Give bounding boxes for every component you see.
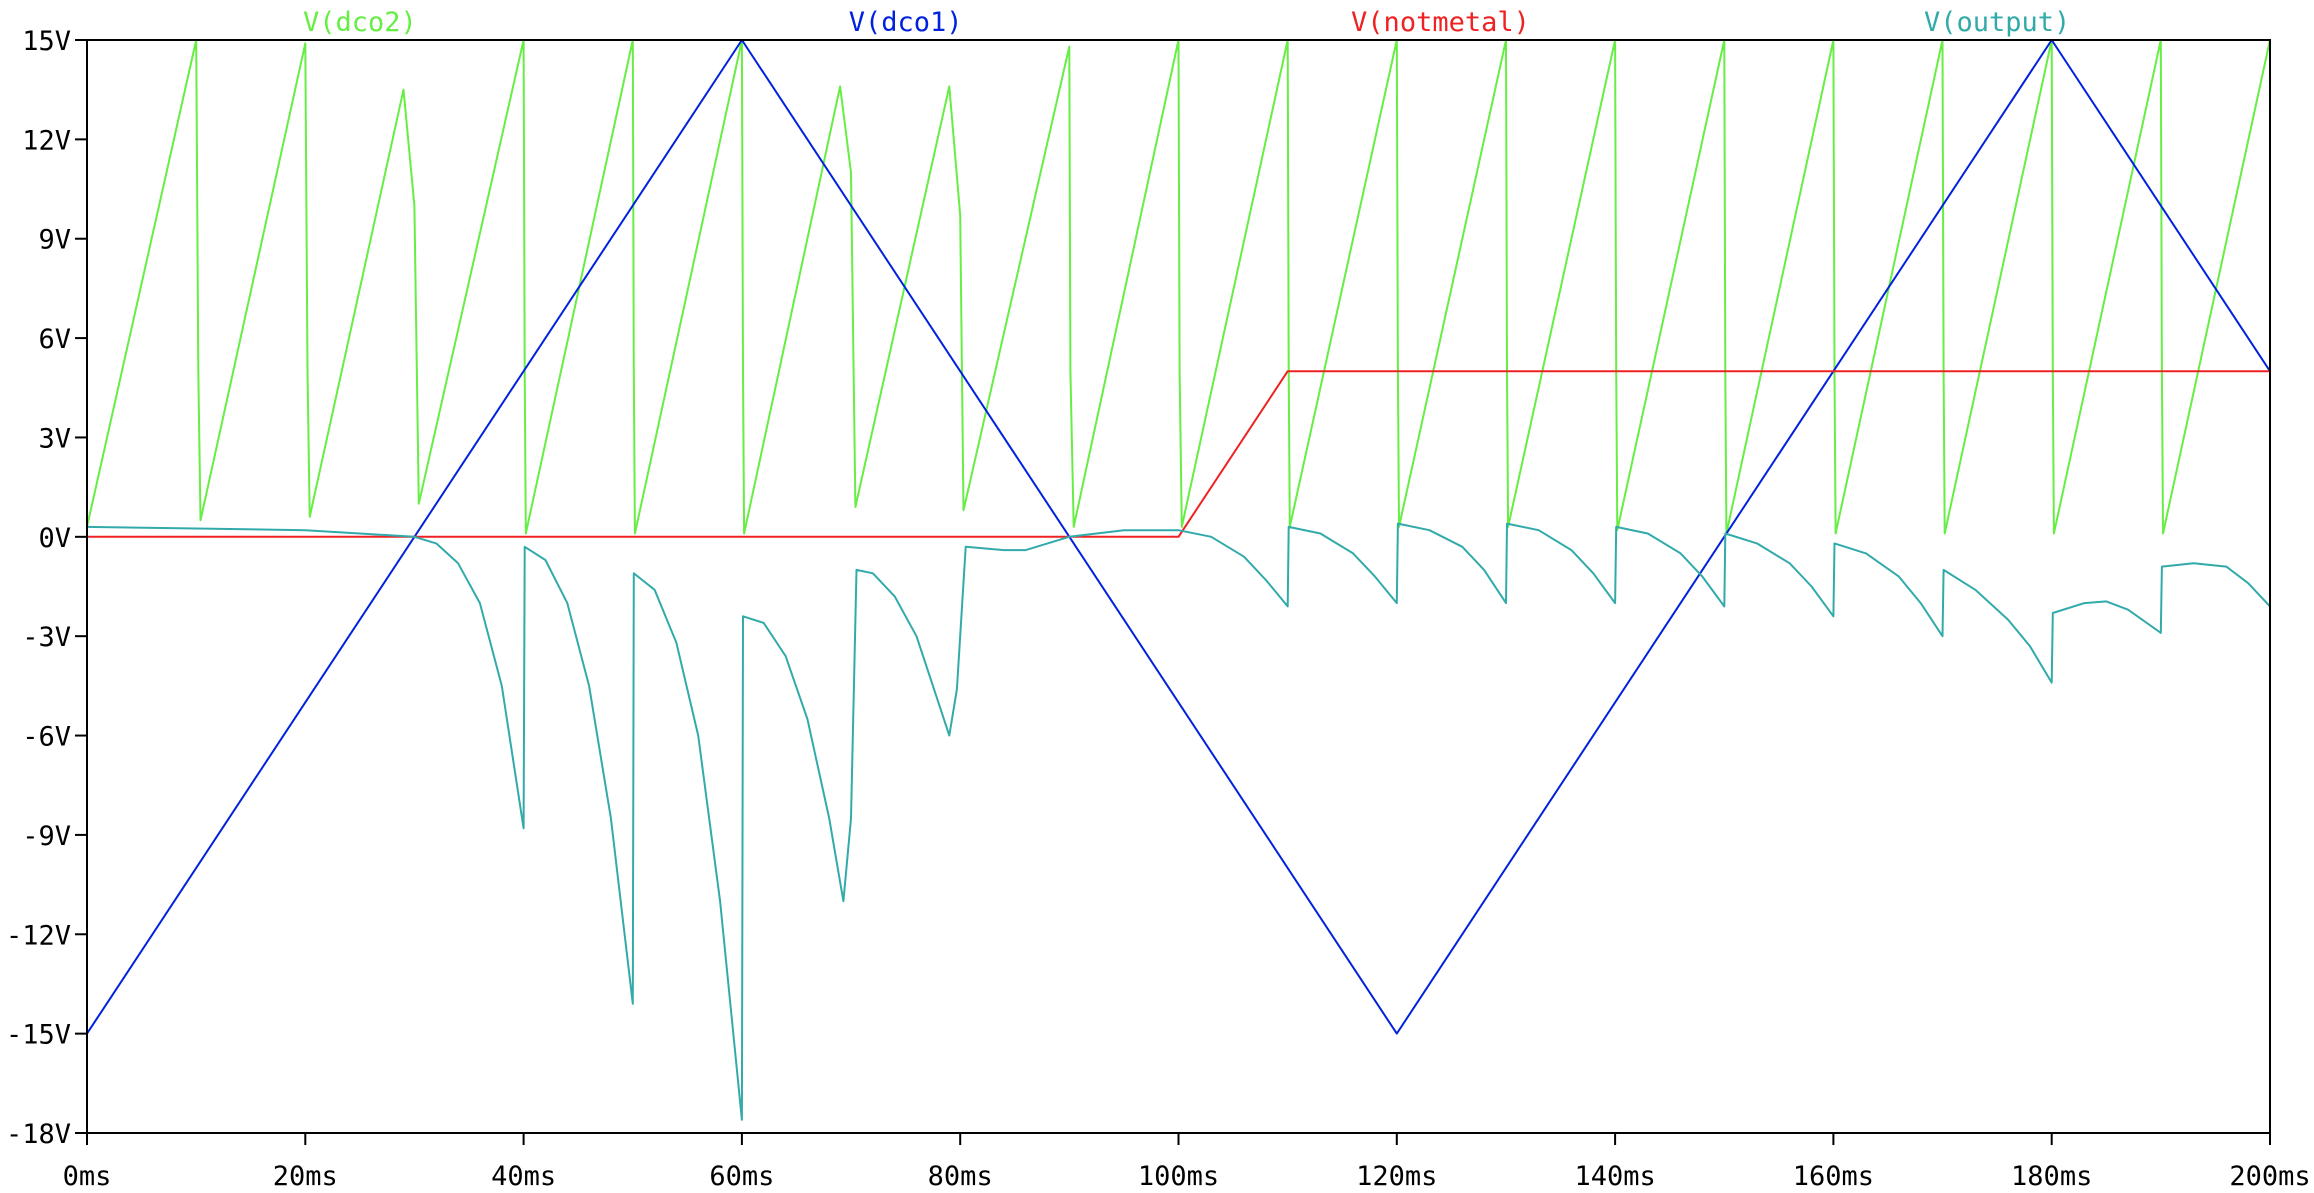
y-tick-label: 3V [38,423,71,454]
y-tick-label: -6V [22,722,71,753]
y-tick-label: -15V [6,1020,71,1051]
series-line-v-dco2 [86,39,2271,535]
y-tick-label: 0V [38,523,71,554]
x-tick-label: 160ms [1793,1161,1874,1192]
y-tick-label: -18V [6,1119,71,1150]
y-tick-label: 15V [22,26,71,57]
x-tick-label: 20ms [273,1161,338,1192]
y-tick-label: -3V [22,622,71,653]
y-tick-label: 12V [22,125,71,156]
legend: V(dco2) V(dco1) V(notmetal) V(output) [303,7,2070,38]
trace-layer [86,39,2271,1121]
x-tick-label: 80ms [928,1161,993,1192]
x-tick-label: 120ms [1356,1161,1437,1192]
series-line-v-notmetal [87,370,2270,538]
x-tick-label: 200ms [2229,1161,2310,1192]
legend-entry: V(notmetal) [1351,7,1530,38]
x-tick-label: 0ms [63,1161,112,1192]
x-tick-label: 100ms [1138,1161,1219,1192]
y-tick-label: 9V [38,225,71,256]
series-line-v-dco1 [86,39,2271,1035]
x-tick-label: 140ms [1574,1161,1655,1192]
x-tick-label: 180ms [2011,1161,2092,1192]
legend-entry: V(dco2) [303,7,417,38]
y-tick-label: -9V [22,821,71,852]
legend-entry: V(dco1) [849,7,963,38]
y-tick-label: -12V [6,920,71,951]
y-axis: 15V 12V 9V 6V 3V 0V -3V -6V -9V -12V -15V -18V [6,26,87,1150]
x-axis: 0ms 20ms 40ms 60ms 80ms 100ms 120ms 140ms 160ms 1… [63,1133,2311,1192]
legend-entry: V(output) [1924,7,2070,38]
x-tick-label: 60ms [709,1161,774,1192]
x-tick-label: 40ms [491,1161,556,1192]
series-line-v-output [86,522,2271,1121]
y-tick-label: 6V [38,324,71,355]
